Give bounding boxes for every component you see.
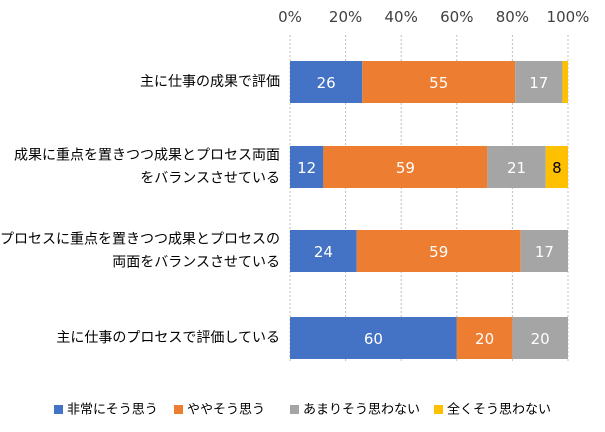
x-tick-label: 80%	[496, 8, 529, 26]
bar-segment	[487, 146, 546, 188]
data-label: 24	[314, 243, 333, 261]
legend-swatch	[54, 405, 63, 414]
bar-segment	[512, 317, 568, 359]
bar-segment	[362, 61, 516, 103]
data-label: 55	[429, 74, 448, 92]
data-label: 59	[429, 243, 448, 261]
category-label: 両面をバランスさせている	[112, 255, 280, 271]
category-label: プロセスに重点を置きつつ成果とプロセスの	[0, 232, 280, 248]
x-tick-label: 100%	[547, 8, 590, 26]
bar-segment	[515, 61, 563, 103]
data-label: 21	[507, 159, 526, 177]
data-label: 26	[317, 74, 336, 92]
bar-segment	[323, 146, 488, 188]
data-label: 20	[531, 330, 550, 348]
x-tick-label: 0%	[278, 8, 302, 26]
legend-label: あまりそう思わない	[303, 403, 420, 418]
legend-swatch	[434, 405, 443, 414]
data-label: 20	[475, 330, 494, 348]
bar-segment	[456, 317, 513, 359]
legend-swatch	[174, 405, 183, 414]
bar-segment	[290, 146, 324, 188]
bar-segment	[545, 146, 568, 188]
data-label: 59	[396, 159, 415, 177]
x-tick-label: 40%	[385, 8, 418, 26]
legend-label: 非常にそう思う	[67, 403, 158, 418]
data-label: 60	[364, 330, 383, 348]
bar-segment	[290, 61, 363, 103]
bar-segment	[356, 230, 521, 272]
data-label: 8	[552, 159, 562, 177]
data-label: 12	[297, 159, 316, 177]
data-label: 17	[529, 74, 548, 92]
bar-segment	[290, 230, 357, 272]
bar-segment	[520, 230, 568, 272]
legend-label: ややそう思う	[187, 403, 265, 418]
legend-label: 全くそう思わない	[447, 402, 551, 418]
category-label: 主に仕事のプロセスで評価している	[56, 330, 280, 346]
category-label: をバランスさせている	[140, 171, 280, 187]
category-label: 主に仕事の成果で評価	[140, 74, 280, 90]
category-label: 成果に重点を置きつつ成果とプロセス両面	[14, 148, 280, 164]
x-tick-label: 20%	[329, 8, 362, 26]
bar-segment	[562, 61, 568, 103]
data-label: 17	[535, 243, 554, 261]
bar-segment	[290, 317, 457, 359]
legend-swatch	[290, 405, 299, 414]
x-tick-label: 60%	[440, 8, 473, 26]
